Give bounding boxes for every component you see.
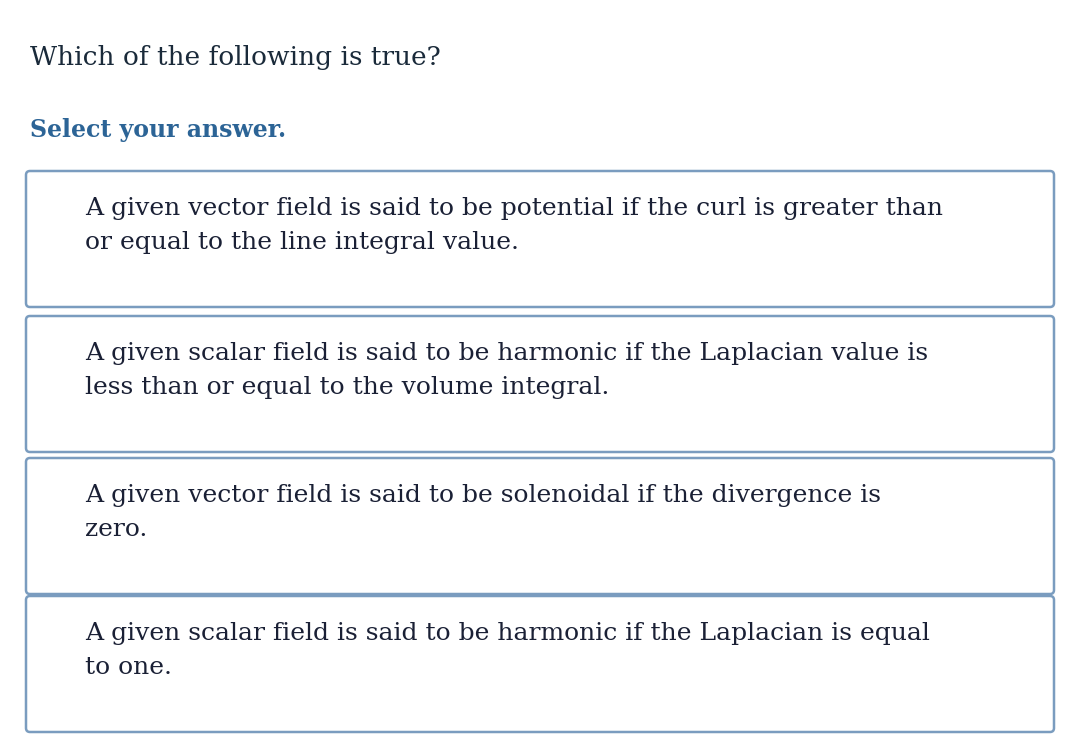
Text: A given vector field is said to be potential if the curl is greater than
or equa: A given vector field is said to be poten… bbox=[85, 197, 943, 254]
FancyBboxPatch shape bbox=[26, 596, 1054, 732]
Text: Which of the following is true?: Which of the following is true? bbox=[30, 45, 440, 70]
Text: A given scalar field is said to be harmonic if the Laplacian value is
less than : A given scalar field is said to be harmo… bbox=[85, 342, 928, 399]
FancyBboxPatch shape bbox=[26, 316, 1054, 452]
FancyBboxPatch shape bbox=[26, 458, 1054, 594]
FancyBboxPatch shape bbox=[26, 171, 1054, 307]
Text: A given scalar field is said to be harmonic if the Laplacian is equal
to one.: A given scalar field is said to be harmo… bbox=[85, 622, 930, 679]
Text: Select your answer.: Select your answer. bbox=[30, 118, 286, 142]
Text: A given vector field is said to be solenoidal if the divergence is
zero.: A given vector field is said to be solen… bbox=[85, 484, 880, 541]
